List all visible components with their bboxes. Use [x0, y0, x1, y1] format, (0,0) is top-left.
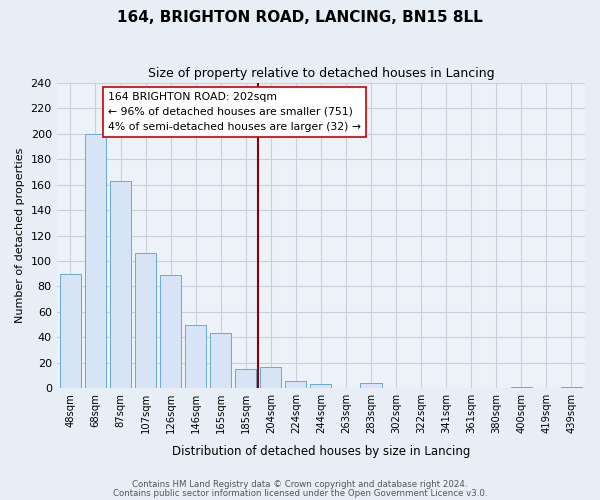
- Bar: [235, 369, 256, 388]
- Bar: [160, 275, 181, 388]
- X-axis label: Distribution of detached houses by size in Lancing: Distribution of detached houses by size …: [172, 444, 470, 458]
- Bar: [360, 383, 382, 388]
- Text: 164, BRIGHTON ROAD, LANCING, BN15 8LL: 164, BRIGHTON ROAD, LANCING, BN15 8LL: [117, 10, 483, 25]
- Bar: [110, 181, 131, 388]
- Bar: [185, 324, 206, 388]
- Text: 164 BRIGHTON ROAD: 202sqm
← 96% of detached houses are smaller (751)
4% of semi-: 164 BRIGHTON ROAD: 202sqm ← 96% of detac…: [108, 92, 361, 132]
- Bar: [285, 380, 307, 388]
- Bar: [260, 366, 281, 388]
- Bar: [60, 274, 81, 388]
- Bar: [511, 387, 532, 388]
- Text: Contains HM Land Registry data © Crown copyright and database right 2024.: Contains HM Land Registry data © Crown c…: [132, 480, 468, 489]
- Y-axis label: Number of detached properties: Number of detached properties: [15, 148, 25, 324]
- Title: Size of property relative to detached houses in Lancing: Size of property relative to detached ho…: [148, 68, 494, 80]
- Bar: [210, 334, 232, 388]
- Bar: [135, 254, 156, 388]
- Bar: [560, 387, 582, 388]
- Text: Contains public sector information licensed under the Open Government Licence v3: Contains public sector information licen…: [113, 488, 487, 498]
- Bar: [310, 384, 331, 388]
- Bar: [85, 134, 106, 388]
